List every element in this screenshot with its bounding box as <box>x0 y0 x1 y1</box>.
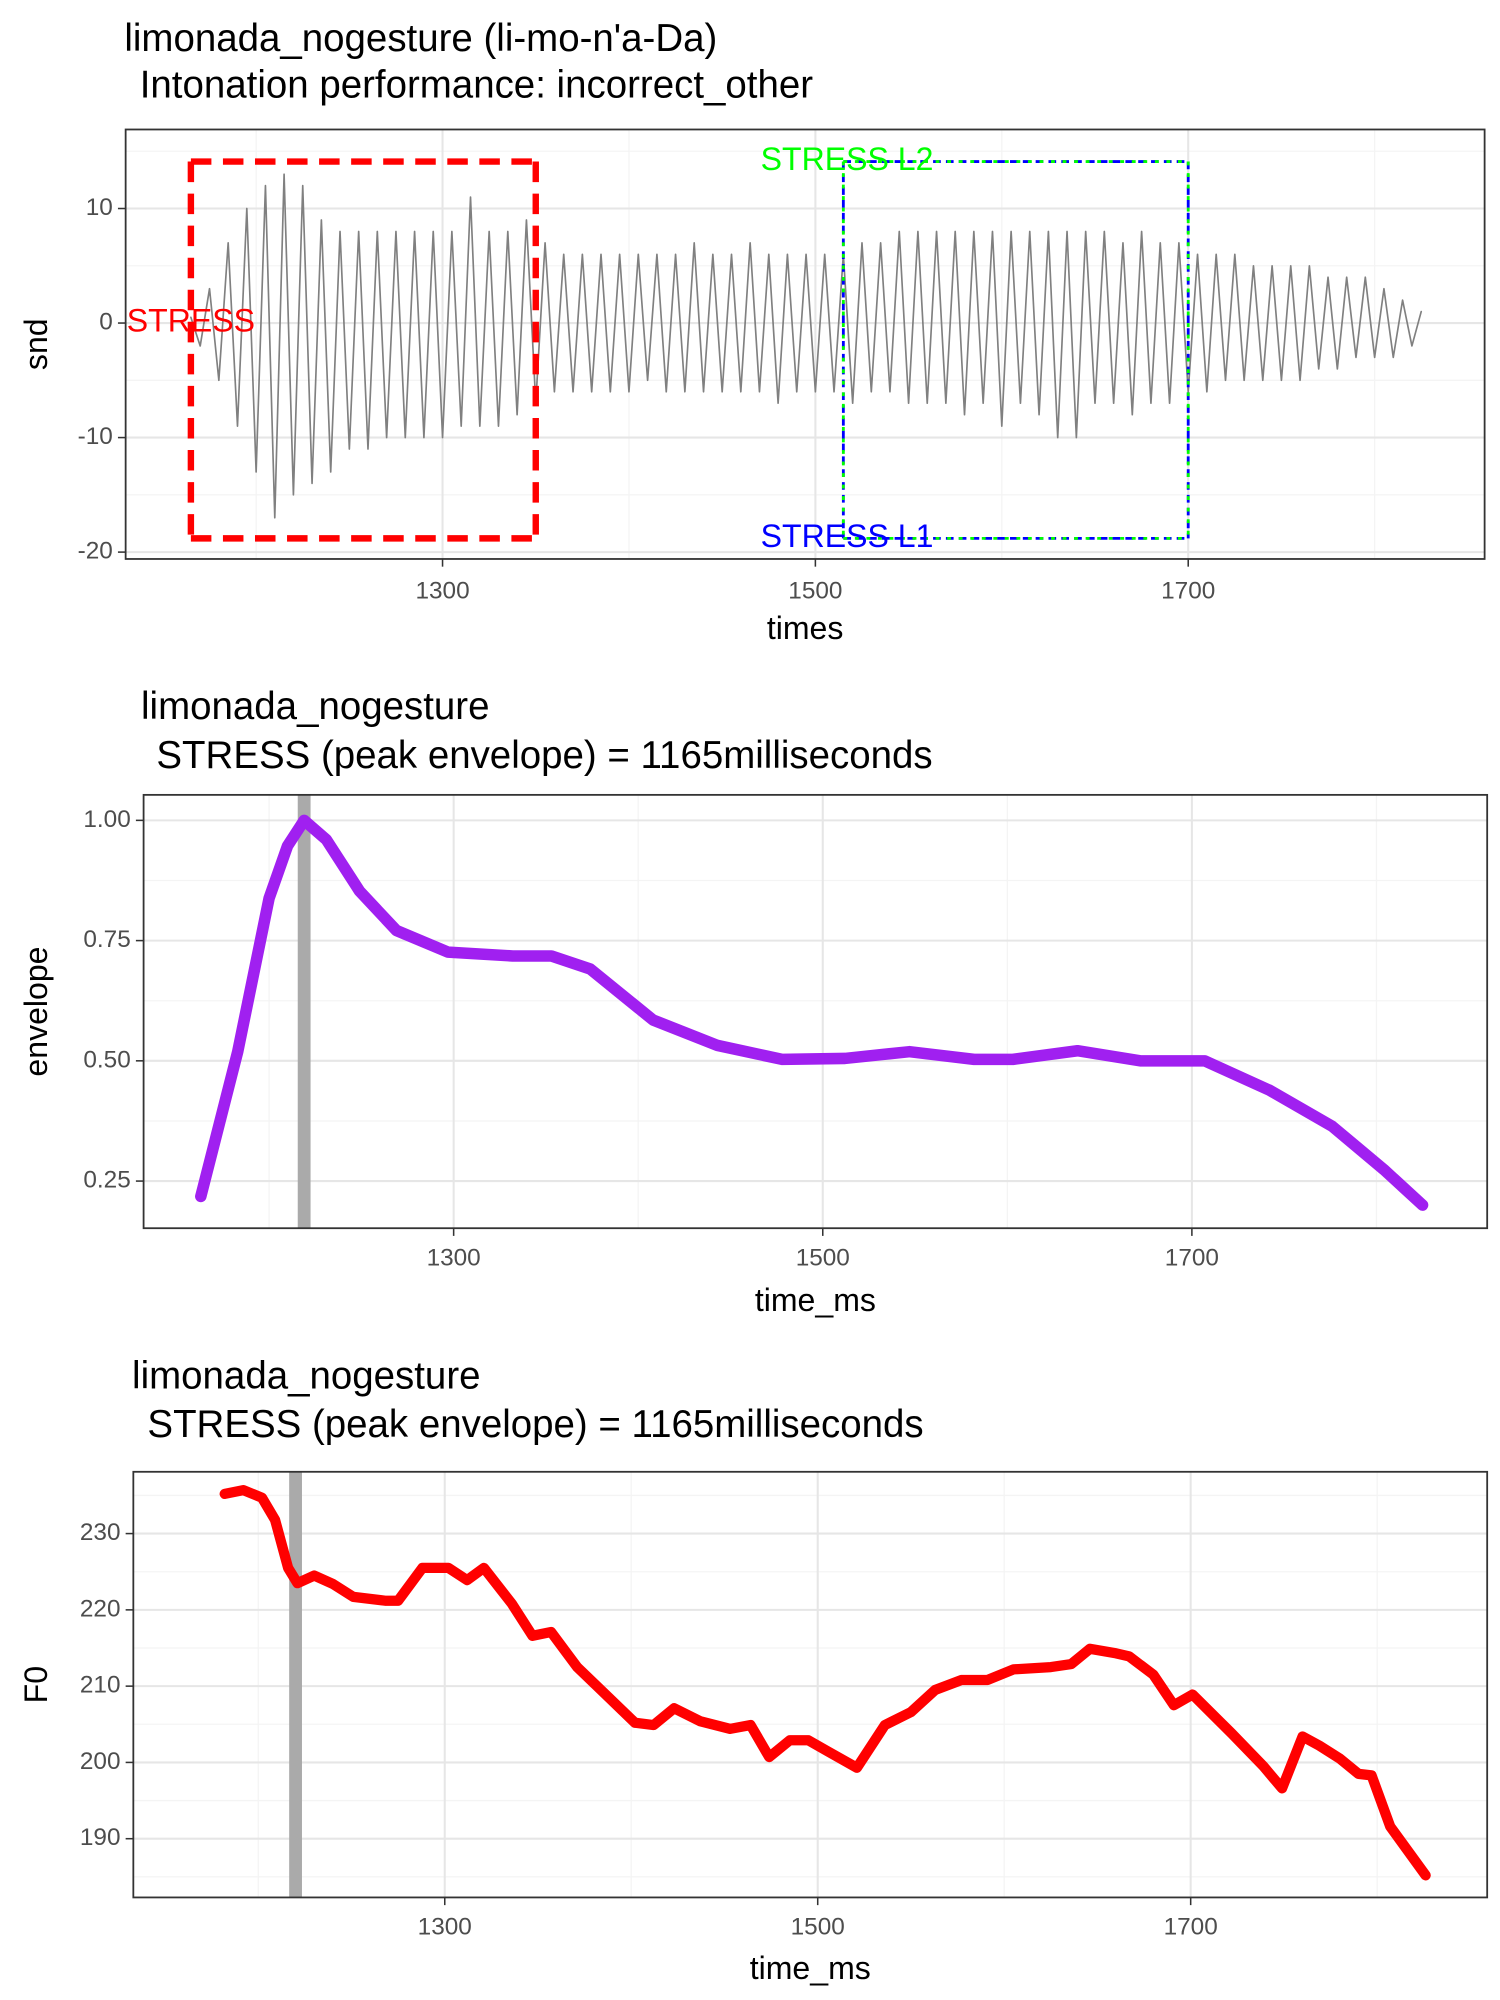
y-axis-label: snd <box>18 318 54 370</box>
chart-subtitle: STRESS (peak envelope) = 1165millisecond… <box>147 1403 923 1446</box>
chart-title: limonada_nogesture <box>141 685 489 728</box>
data-line <box>195 814 1429 1211</box>
x-axis-label: times <box>767 610 844 646</box>
y-tick-label: -10 <box>78 423 113 450</box>
y-tick-label: 0 <box>99 308 113 335</box>
plot-panel <box>142 793 1489 1230</box>
chart-subtitle: STRESS (peak envelope) = 1165millisecond… <box>156 734 932 777</box>
chart-title: limonada_nogesture (li-mo-n'a-Da) <box>124 17 717 60</box>
plot-panel <box>124 128 1486 560</box>
annotation-label: STRESS <box>127 303 255 339</box>
y-tick-label: 0.75 <box>83 926 130 953</box>
x-tick-label: 1300 <box>427 1244 481 1271</box>
x-tick-label: 1500 <box>796 1244 850 1271</box>
y-tick-label: 1.00 <box>83 806 130 833</box>
y-tick-label: -20 <box>78 538 113 565</box>
annotation-label: STRESS L1 <box>761 518 934 554</box>
chart-title: limonada_nogesture <box>132 1354 480 1397</box>
plot-panel <box>132 1470 1489 1899</box>
y-tick-label: 190 <box>80 1824 121 1851</box>
y-tick-label: 0.50 <box>83 1046 130 1073</box>
x-tick-label: 1500 <box>788 578 842 605</box>
x-tick-label: 1500 <box>791 1914 845 1941</box>
x-tick-label: 1300 <box>415 578 469 605</box>
y-tick-label: 210 <box>80 1672 121 1699</box>
x-tick-label: 1700 <box>1164 1914 1218 1941</box>
y-axis-label: F0 <box>18 1666 54 1703</box>
data-line <box>219 1484 1431 1881</box>
y-tick-label: 10 <box>86 194 113 221</box>
y-axis-label: envelope <box>18 946 54 1076</box>
x-tick-label: 1300 <box>418 1914 472 1941</box>
x-axis-label: time_ms <box>750 1950 871 1986</box>
x-tick-label: 1700 <box>1161 578 1215 605</box>
y-tick-label: 220 <box>80 1595 121 1622</box>
chart-subtitle: Intonation performance: incorrect_other <box>140 63 814 106</box>
y-tick-label: 0.25 <box>83 1167 130 1194</box>
annotation-label: STRESS L2 <box>761 141 934 177</box>
y-tick-label: 230 <box>80 1519 121 1546</box>
y-tick-label: 200 <box>80 1748 121 1775</box>
x-tick-label: 1700 <box>1165 1244 1219 1271</box>
x-axis-label: time_ms <box>755 1282 876 1318</box>
data-line <box>190 173 1423 519</box>
